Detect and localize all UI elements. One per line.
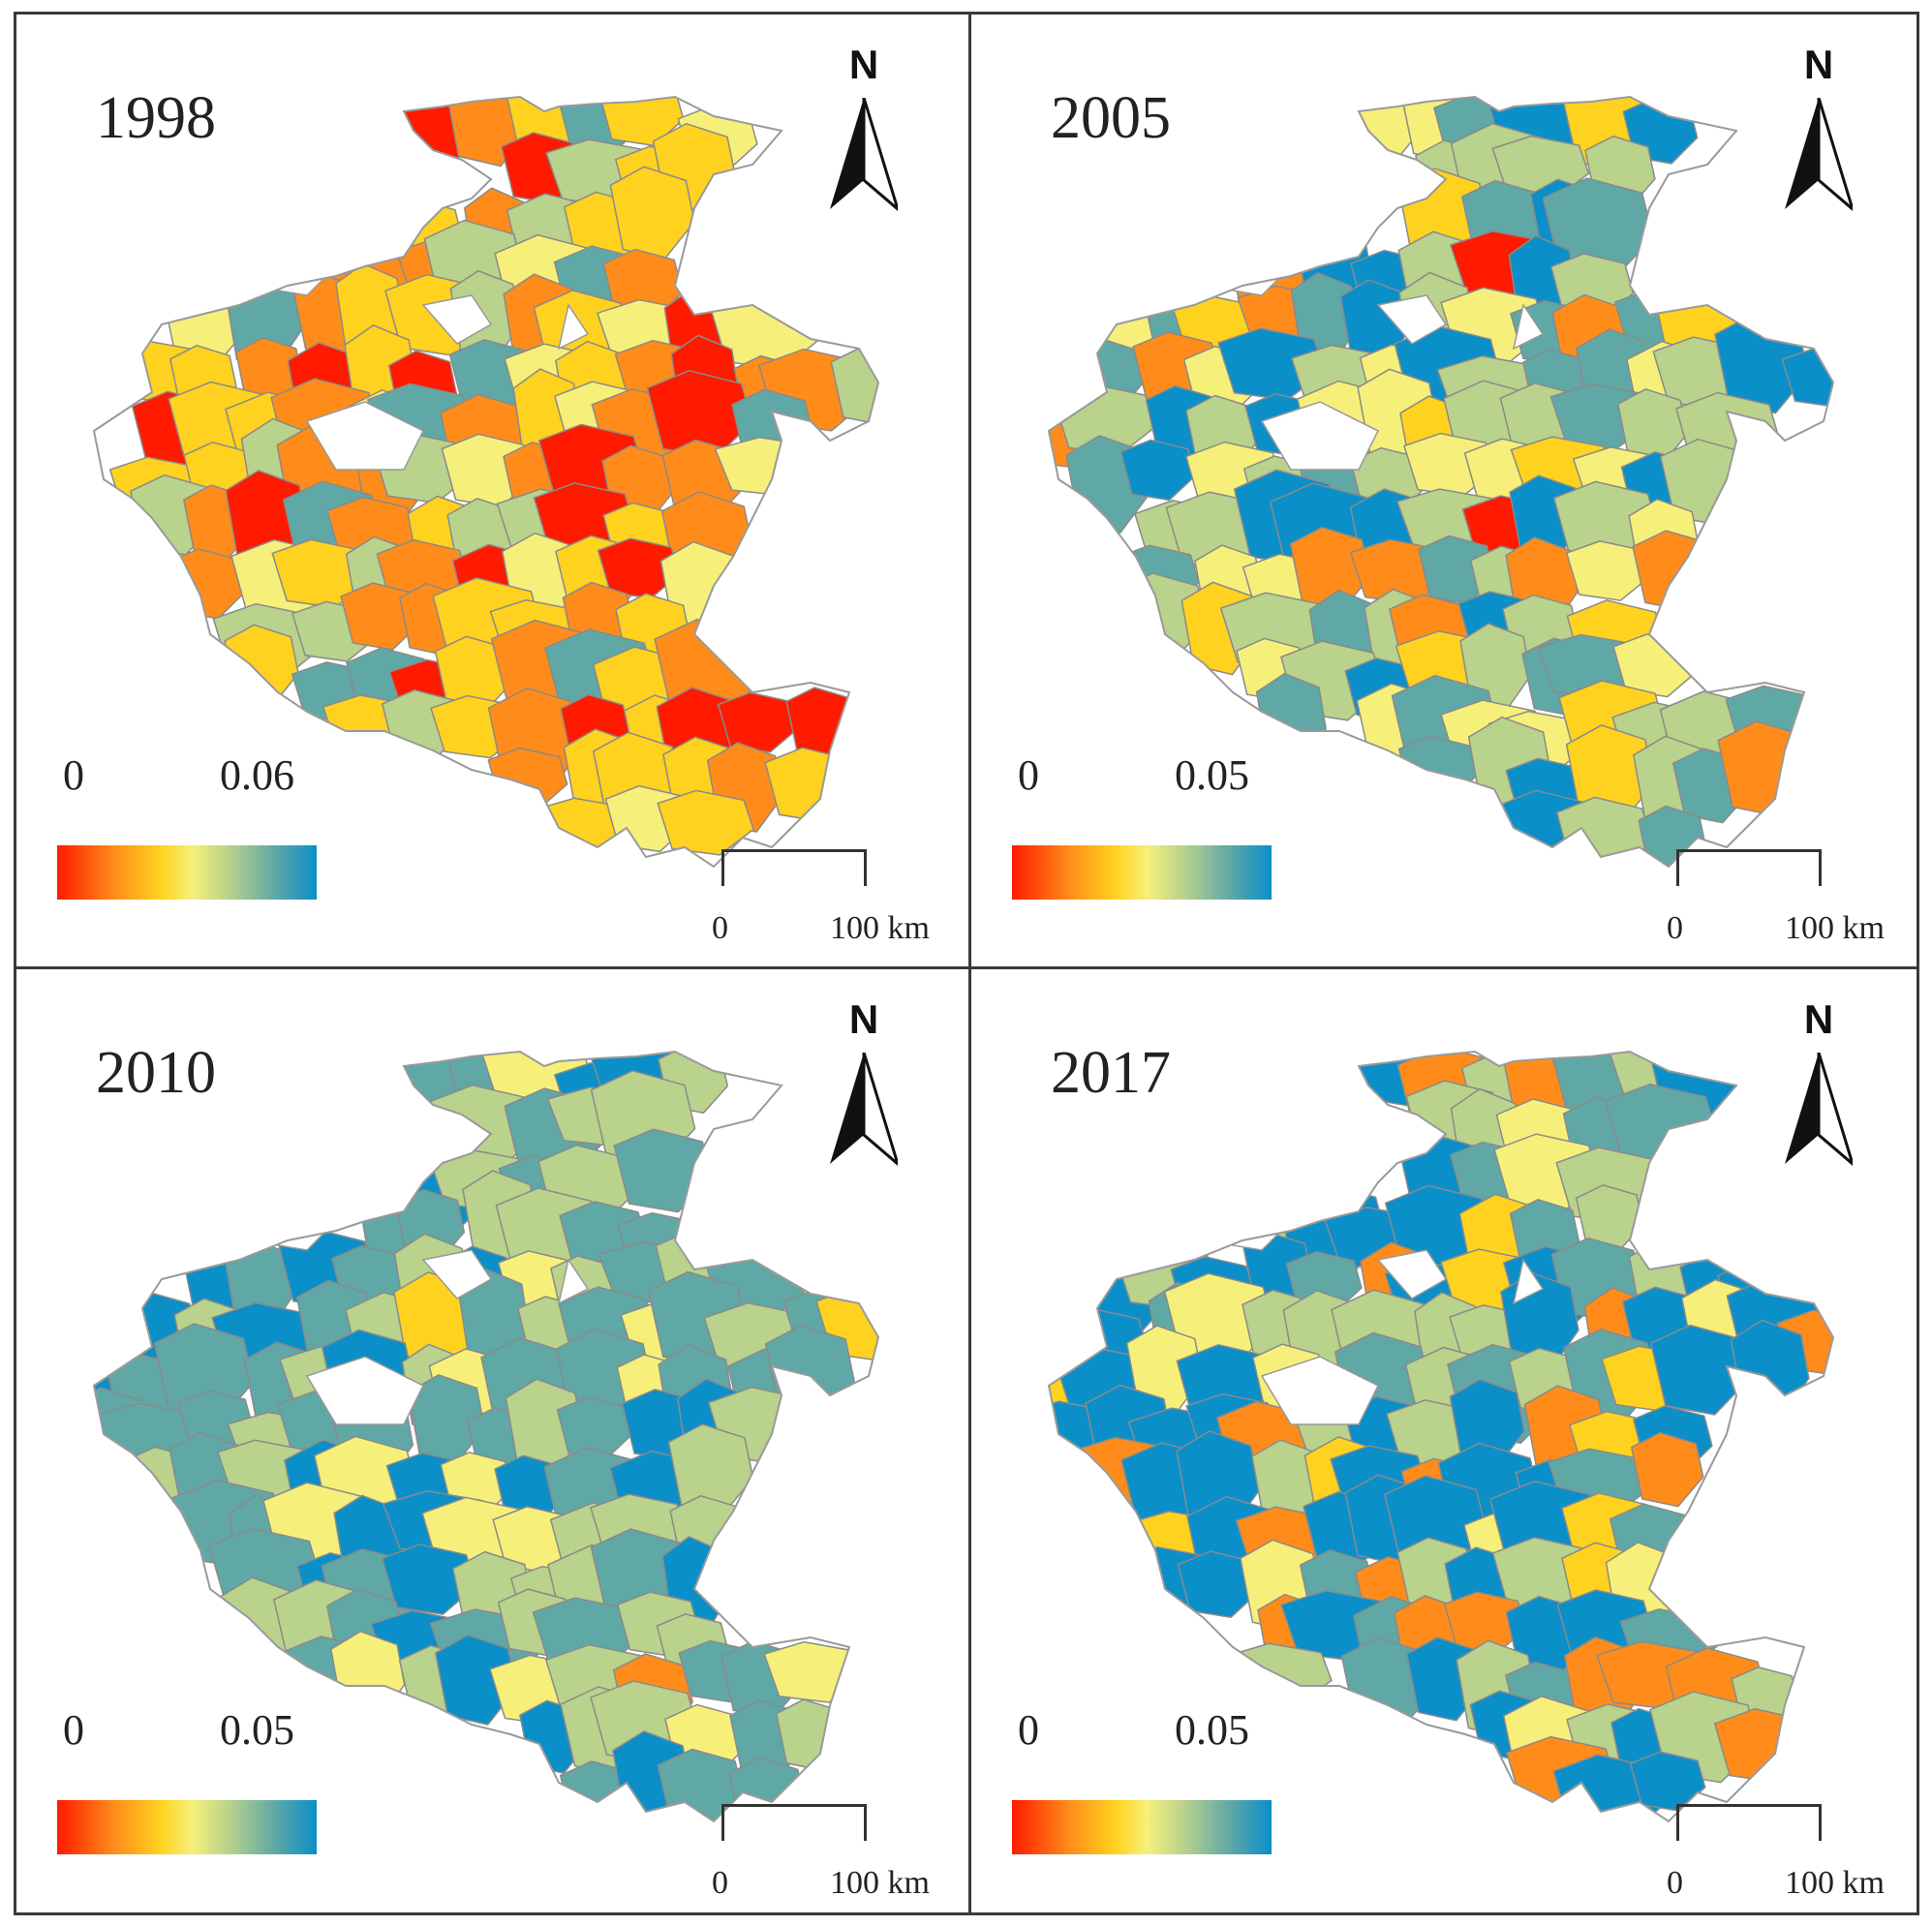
no-data-region	[305, 401, 425, 471]
no-data-region	[1376, 294, 1448, 345]
north-arrow-icon: N	[820, 42, 907, 226]
province-outline	[1047, 95, 1835, 869]
legend-min-label: 0	[1018, 1706, 1039, 1754]
county-region	[1255, 672, 1327, 767]
county-region	[1119, 439, 1196, 502]
scale-start-label: 0	[712, 1865, 728, 1901]
county-region	[381, 1052, 464, 1136]
legend-min-label: 0	[63, 751, 84, 799]
county-region	[785, 687, 858, 759]
north-label: N	[1803, 996, 1834, 1042]
map-panel-1998: 1998 N 0 0.06 0 100 km	[16, 15, 968, 966]
no-data-region	[421, 1249, 493, 1299]
county-region	[764, 747, 859, 823]
map-panel-2005: 2005 N 0 0.05 0 100 km	[971, 15, 1923, 966]
scale-bar	[721, 849, 867, 890]
panel-year-label: 2017	[1051, 1040, 1171, 1106]
county-region	[1632, 530, 1717, 612]
choropleth-map	[1047, 95, 1835, 869]
county-region	[224, 624, 299, 707]
panel-divider-horizontal	[16, 966, 1917, 969]
panel-year-label: 2010	[96, 1040, 216, 1106]
scale-end-label: 100 km	[830, 1865, 930, 1901]
north-label: N	[848, 996, 879, 1042]
county-region	[487, 747, 568, 810]
map-panel-2010: 2010 N 0 0.05 0 100 km	[16, 969, 968, 1921]
county-region	[657, 789, 754, 856]
legend-max-label: 0.05	[1175, 751, 1249, 799]
province-outline	[1047, 1050, 1835, 1823]
scale-bar	[721, 1804, 867, 1845]
north-arrow-icon: N	[1775, 42, 1862, 226]
choropleth-map	[92, 95, 880, 869]
panel-year-label: 2005	[1051, 85, 1171, 151]
panel-divider-vertical	[968, 15, 971, 1912]
no-data-region	[305, 1356, 425, 1425]
figure-frame: 1998 N 0 0.06 0 100 km 2005 N 0 0.05 0 100 km 2010 N 0…	[14, 12, 1919, 1915]
scale-end-label: 100 km	[1785, 1865, 1885, 1901]
choropleth-map	[92, 1050, 880, 1823]
legend-max-label: 0.05	[1175, 1706, 1249, 1754]
county-region	[1730, 1319, 1810, 1419]
no-data-region	[1260, 401, 1380, 471]
legend-min-label: 0	[63, 1706, 84, 1754]
map-panel-2017: 2017 N 0 0.05 0 100 km	[971, 969, 1923, 1921]
no-data-region	[557, 1258, 590, 1305]
scale-end-label: 100 km	[830, 910, 930, 946]
scale-end-label: 100 km	[1785, 910, 1885, 946]
scale-start-label: 0	[1667, 910, 1683, 946]
county-region	[775, 1698, 845, 1771]
county-region	[1717, 720, 1815, 818]
county-region	[609, 166, 695, 260]
county-region	[1713, 1708, 1816, 1784]
county-region	[613, 1128, 714, 1213]
north-label: N	[1803, 42, 1834, 87]
county-region	[1630, 1431, 1704, 1508]
scale-start-label: 0	[1667, 1865, 1683, 1901]
no-data-region	[1376, 1249, 1448, 1299]
no-data-region	[1512, 303, 1545, 351]
no-data-region	[1260, 1356, 1380, 1425]
no-data-region	[557, 303, 590, 351]
choropleth-map	[1047, 1050, 1835, 1823]
legend-color-ramp	[1012, 1800, 1272, 1854]
no-data-region	[421, 294, 493, 345]
scale-bar	[1676, 849, 1822, 890]
legend-min-label: 0	[1018, 751, 1039, 799]
legend-max-label: 0.06	[220, 751, 294, 799]
county-region	[1397, 735, 1479, 802]
scale-bar	[1676, 1804, 1822, 1845]
county-region	[330, 1630, 406, 1722]
legend-max-label: 0.05	[220, 1706, 294, 1754]
no-data-region	[1512, 1258, 1545, 1305]
panel-year-label: 1998	[96, 85, 216, 151]
scale-start-label: 0	[712, 910, 728, 946]
north-arrow-icon: N	[820, 996, 907, 1180]
county-region	[1781, 347, 1833, 409]
province-outline	[92, 95, 880, 869]
legend-color-ramp	[1012, 845, 1272, 900]
north-arrow-icon: N	[1775, 996, 1862, 1180]
county-region	[1629, 1751, 1706, 1812]
legend-color-ramp	[57, 1800, 317, 1854]
county-region	[714, 436, 828, 497]
north-label: N	[848, 42, 879, 87]
legend-color-ramp	[57, 845, 317, 900]
province-outline	[92, 1050, 880, 1823]
